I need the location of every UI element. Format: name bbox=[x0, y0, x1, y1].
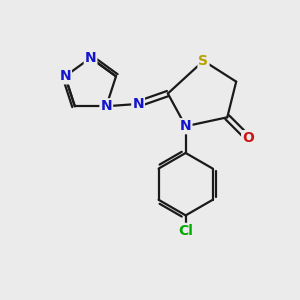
Text: N: N bbox=[132, 97, 144, 111]
Text: S: S bbox=[199, 54, 208, 68]
Text: N: N bbox=[180, 119, 191, 133]
Text: N: N bbox=[85, 51, 96, 65]
Text: O: O bbox=[242, 131, 254, 145]
Text: Cl: Cl bbox=[178, 224, 193, 238]
Text: N: N bbox=[59, 69, 71, 83]
Text: N: N bbox=[100, 99, 112, 113]
